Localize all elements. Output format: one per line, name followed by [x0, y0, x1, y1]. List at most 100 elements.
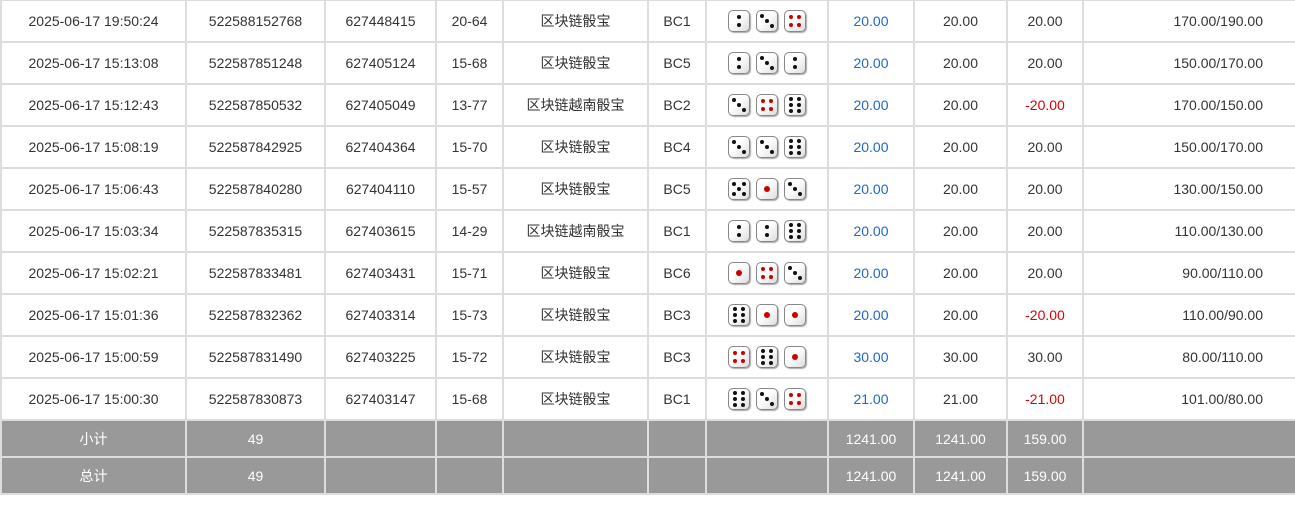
- valid-amount: 20.00: [913, 209, 1008, 253]
- dice-group: [728, 136, 806, 158]
- game-name: 区块链骰宝: [502, 167, 649, 211]
- game-name: 区块链越南骰宝: [502, 209, 649, 253]
- dice-group: [728, 262, 806, 284]
- game-name: 区块链骰宝: [502, 125, 649, 169]
- dice-2-icon: [728, 52, 750, 74]
- valid-amount: 20.00: [913, 125, 1008, 169]
- bet-time: 2025-06-17 15:08:19: [0, 125, 187, 169]
- empty-cell: [324, 419, 437, 458]
- balance-change: 150.00/170.00: [1082, 125, 1295, 169]
- valid-amount: 20.00: [913, 0, 1008, 43]
- dice-result: [705, 293, 829, 337]
- subtotal-amount: 1241.00: [827, 419, 915, 458]
- dice-5-icon: [728, 178, 750, 200]
- bet-code: BC3: [647, 335, 707, 379]
- table-row: 2025-06-17 15:01:36 522587832362 627403314…: [0, 293, 1295, 337]
- dice-result: [705, 377, 829, 421]
- order-number: 522587830873: [185, 377, 326, 421]
- table-number: 15-70: [435, 125, 504, 169]
- bet-amount: 20.00: [827, 0, 915, 43]
- win-loss: -20.00: [1006, 293, 1084, 337]
- valid-amount: 20.00: [913, 251, 1008, 295]
- empty-cell: [435, 456, 504, 495]
- dice-group: [728, 388, 806, 410]
- table-row: 2025-06-17 15:06:43 522587840280 627404110…: [0, 167, 1295, 211]
- empty-cell: [705, 456, 829, 495]
- dice-6-icon: [784, 220, 806, 242]
- dice-6-icon: [728, 388, 750, 410]
- balance-change: 110.00/90.00: [1082, 293, 1295, 337]
- dice-3-icon: [784, 178, 806, 200]
- table-number: 13-77: [435, 83, 504, 127]
- issue-number: 627405124: [324, 41, 437, 85]
- balance-change: 80.00/110.00: [1082, 335, 1295, 379]
- table-row: 2025-06-17 15:00:30 522587830873 627403147…: [0, 377, 1295, 421]
- game-name: 区块链骰宝: [502, 377, 649, 421]
- dice-result: [705, 335, 829, 379]
- bet-amount: 20.00: [827, 83, 915, 127]
- bet-records-table: 2025-06-17 19:50:24 522588152768 627448415…: [0, 0, 1295, 495]
- bet-time: 2025-06-17 15:02:21: [0, 251, 187, 295]
- bet-time: 2025-06-17 19:50:24: [0, 0, 187, 43]
- dice-6-icon: [784, 136, 806, 158]
- empty-cell: [435, 419, 504, 458]
- bet-time: 2025-06-17 15:13:08: [0, 41, 187, 85]
- table-number: 14-29: [435, 209, 504, 253]
- valid-amount: 21.00: [913, 377, 1008, 421]
- win-loss: -20.00: [1006, 83, 1084, 127]
- empty-cell: [324, 456, 437, 495]
- dice-1-icon: [756, 304, 778, 326]
- bet-code: BC1: [647, 377, 707, 421]
- empty-cell: [1082, 419, 1295, 458]
- win-loss: 20.00: [1006, 167, 1084, 211]
- dice-1-icon: [756, 178, 778, 200]
- issue-number: 627403615: [324, 209, 437, 253]
- table-row: 2025-06-17 15:13:08 522587851248 627405124…: [0, 41, 1295, 85]
- balance-change: 130.00/150.00: [1082, 167, 1295, 211]
- subtotal-row: 小计 49 1241.00 1241.00 159.00: [0, 419, 1295, 458]
- order-number: 522587840280: [185, 167, 326, 211]
- table-number: 15-72: [435, 335, 504, 379]
- valid-amount: 20.00: [913, 167, 1008, 211]
- dice-2-icon: [728, 10, 750, 32]
- dice-4-icon: [784, 10, 806, 32]
- table-number: 15-68: [435, 377, 504, 421]
- empty-cell: [647, 456, 707, 495]
- dice-6-icon: [756, 346, 778, 368]
- empty-cell: [647, 419, 707, 458]
- empty-cell: [502, 419, 649, 458]
- bet-time: 2025-06-17 15:06:43: [0, 167, 187, 211]
- bet-amount: 20.00: [827, 293, 915, 337]
- order-number: 522587833481: [185, 251, 326, 295]
- game-name: 区块链骰宝: [502, 251, 649, 295]
- dice-3-icon: [756, 136, 778, 158]
- dice-3-icon: [756, 388, 778, 410]
- balance-change: 170.00/190.00: [1082, 0, 1295, 43]
- balance-change: 90.00/110.00: [1082, 251, 1295, 295]
- bet-amount: 20.00: [827, 41, 915, 85]
- bet-amount: 20.00: [827, 251, 915, 295]
- bet-code: BC2: [647, 83, 707, 127]
- order-number: 522587850532: [185, 83, 326, 127]
- bet-time: 2025-06-17 15:01:36: [0, 293, 187, 337]
- bet-code: BC5: [647, 41, 707, 85]
- win-loss: -21.00: [1006, 377, 1084, 421]
- bet-code: BC4: [647, 125, 707, 169]
- dice-4-icon: [756, 94, 778, 116]
- order-number: 522587851248: [185, 41, 326, 85]
- bet-amount: 21.00: [827, 377, 915, 421]
- dice-2-icon: [728, 220, 750, 242]
- win-loss: 20.00: [1006, 41, 1084, 85]
- bet-amount: 20.00: [827, 125, 915, 169]
- game-name: 区块链越南骰宝: [502, 83, 649, 127]
- subtotal-count: 49: [185, 419, 326, 458]
- dice-result: [705, 167, 829, 211]
- empty-cell: [502, 456, 649, 495]
- subtotal-valid: 1241.00: [913, 419, 1008, 458]
- bet-code: BC6: [647, 251, 707, 295]
- table-number: 15-71: [435, 251, 504, 295]
- game-name: 区块链骰宝: [502, 41, 649, 85]
- total-amount: 1241.00: [827, 456, 915, 495]
- dice-6-icon: [728, 304, 750, 326]
- dice-6-icon: [784, 94, 806, 116]
